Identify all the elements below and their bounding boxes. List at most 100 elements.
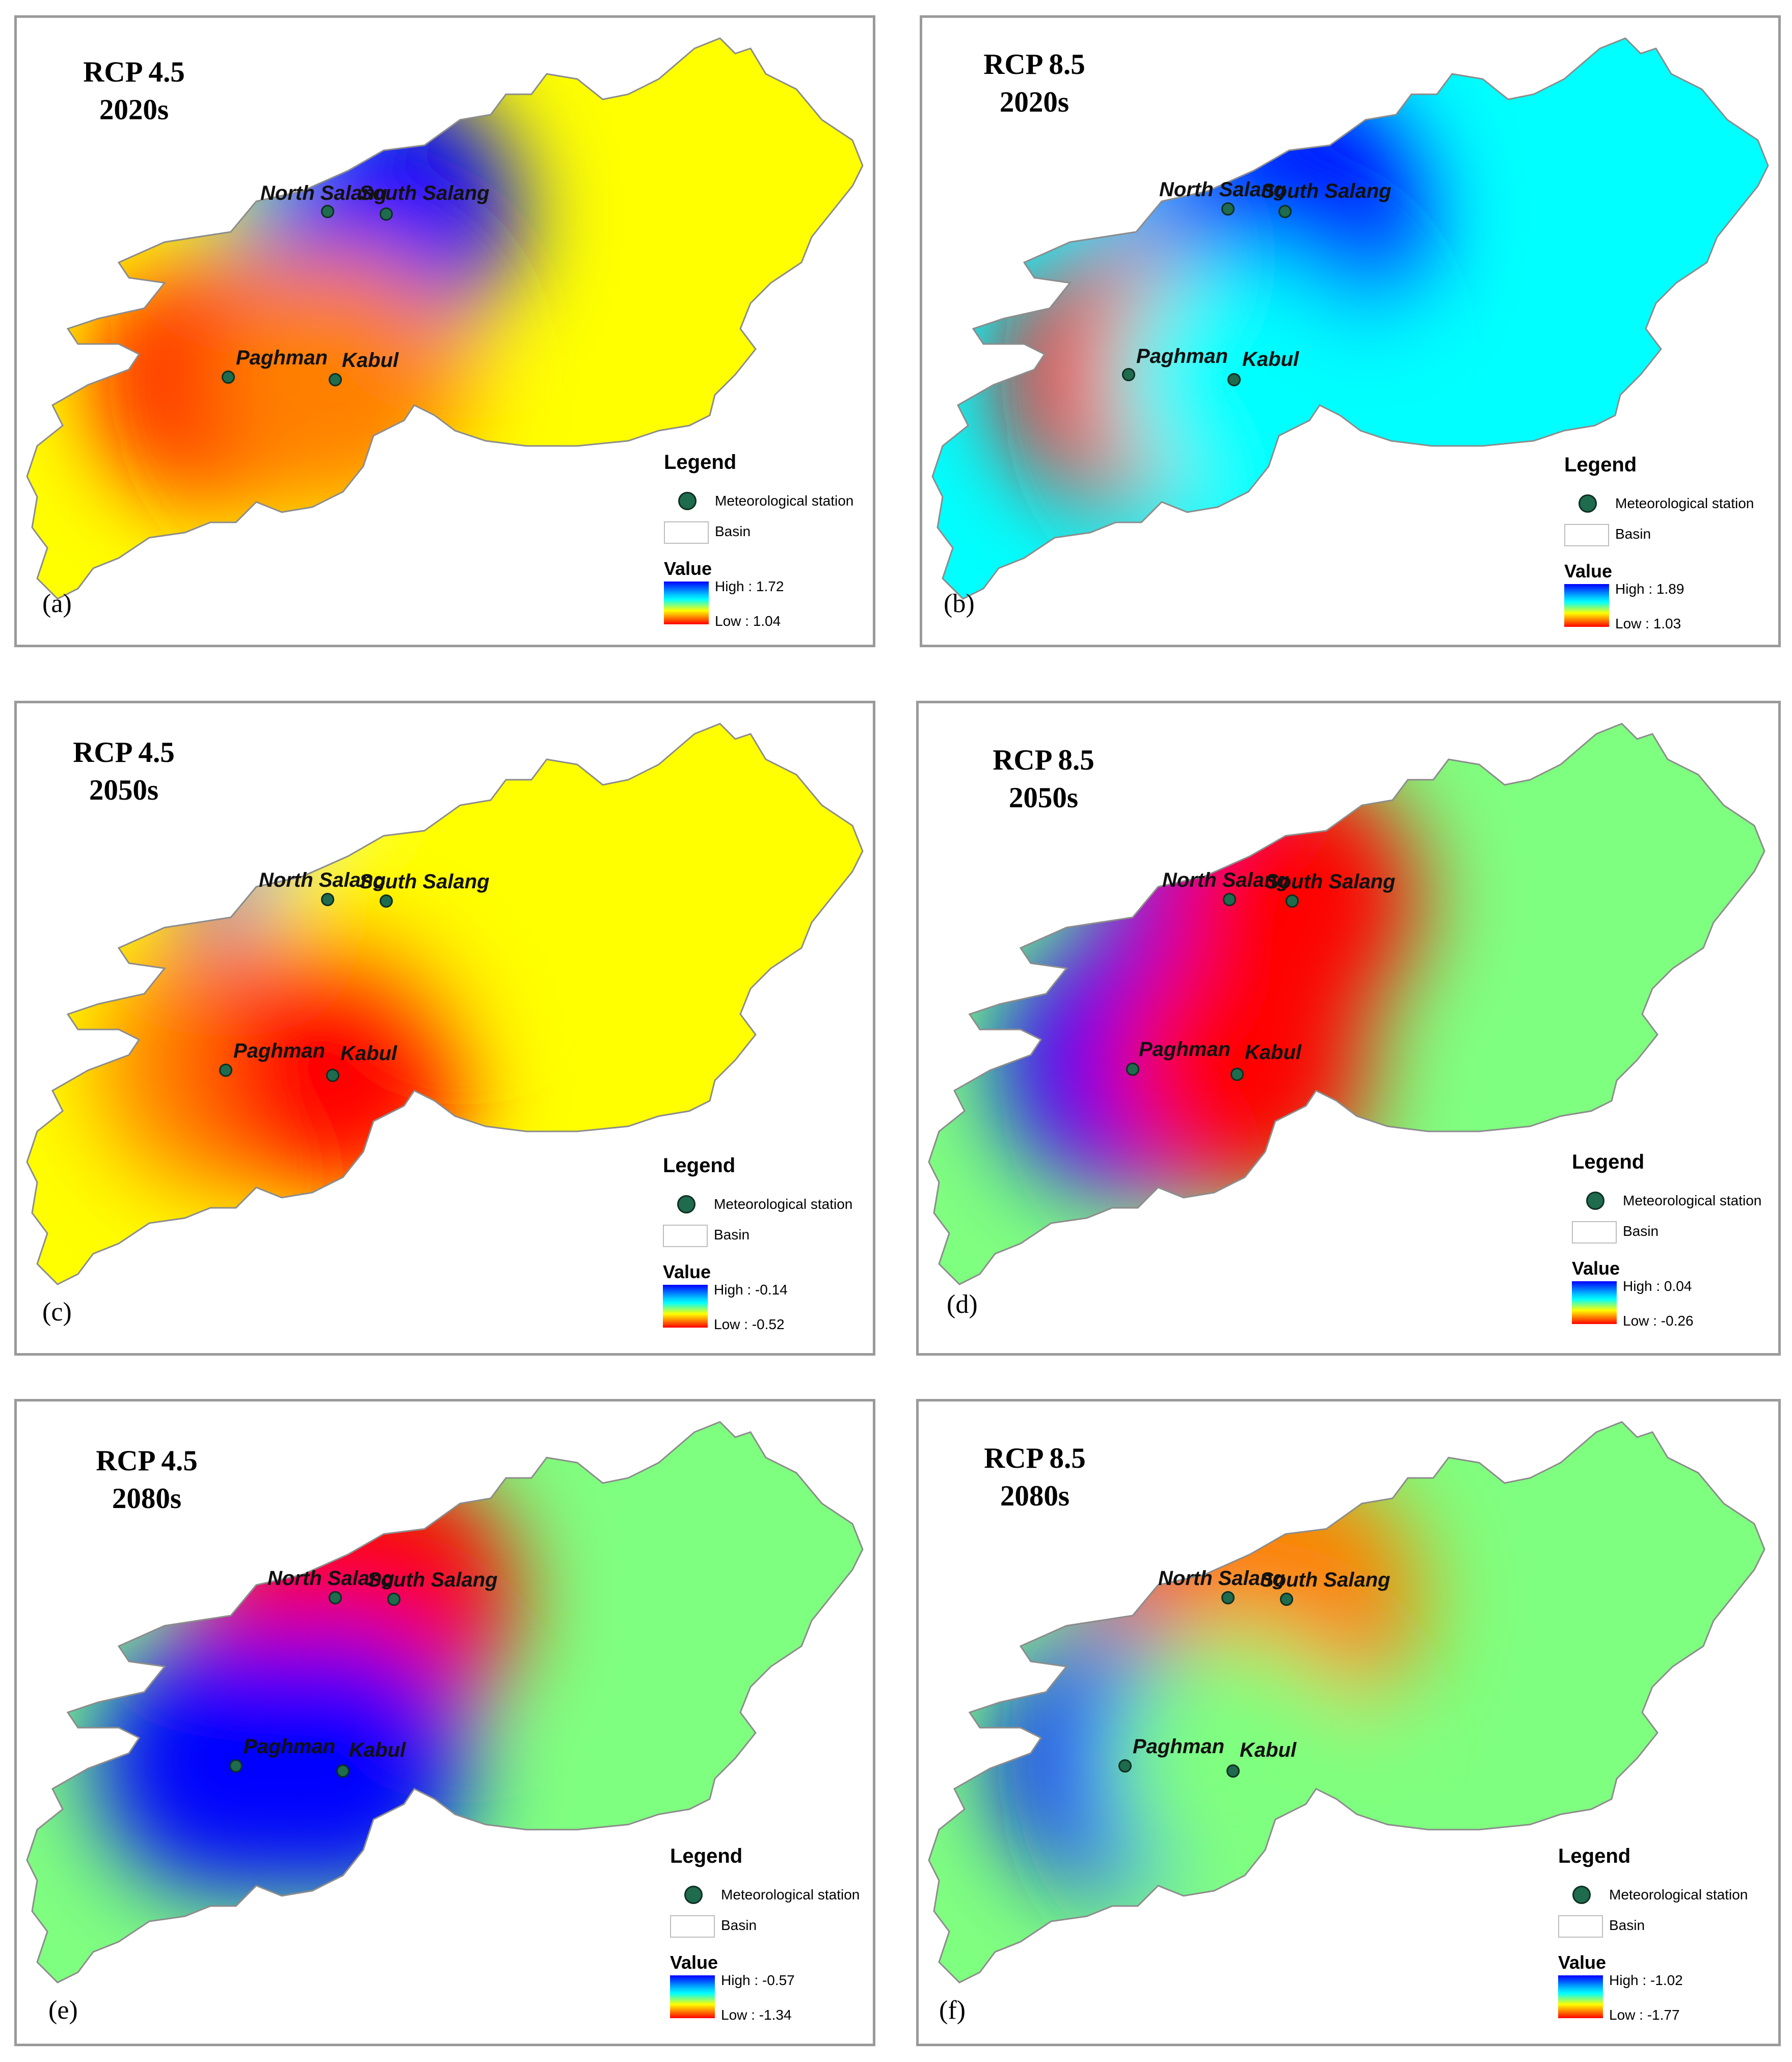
value-low: Low : -1.34 bbox=[721, 2007, 792, 2023]
scenario-title: RCP 4.5 2080s bbox=[75, 1442, 218, 1518]
station-marker-paghman[interactable] bbox=[1126, 1063, 1139, 1076]
station-marker-kabul[interactable] bbox=[329, 373, 342, 386]
station-label-north-salang: North Salang bbox=[1158, 1567, 1285, 1590]
basin-symbol-icon bbox=[664, 521, 709, 544]
period-label: 2020s bbox=[999, 86, 1069, 118]
station-label-south-salang: South Salang bbox=[367, 1569, 498, 1591]
station-label-south-salang: South Salang bbox=[359, 182, 490, 204]
station-label-kabul: Kabul bbox=[1240, 1739, 1297, 1761]
period-label: 2050s bbox=[89, 774, 159, 806]
station-label-north-salang: North Salang bbox=[1162, 869, 1289, 891]
scenario-title: RCP 8.5 2020s bbox=[963, 46, 1106, 121]
map-legend: Legend Meteorological station Basin Valu… bbox=[664, 451, 873, 635]
scenario-title: RCP 8.5 2050s bbox=[972, 742, 1115, 817]
station-label-kabul: Kabul bbox=[349, 1739, 406, 1761]
station-label-north-salang: North Salang bbox=[268, 1567, 394, 1590]
basin-map-svg bbox=[928, 1421, 1766, 1984]
legend-title: Legend bbox=[663, 1154, 736, 1177]
value-high: High : 1.72 bbox=[715, 578, 784, 594]
value-low: Low : -0.52 bbox=[714, 1316, 785, 1332]
period-label: 2080s bbox=[112, 1483, 182, 1515]
station-marker-north-salang[interactable] bbox=[329, 1591, 342, 1604]
map-panel-b: RCP 8.5 2020s North Salang South Salang … bbox=[920, 15, 1781, 647]
station-marker-kabul[interactable] bbox=[336, 1764, 350, 1778]
legend-title: Legend bbox=[1572, 1151, 1645, 1173]
station-marker-south-salang[interactable] bbox=[380, 207, 393, 221]
station-label-kabul: Kabul bbox=[342, 349, 399, 372]
value-low: Low : 1.04 bbox=[715, 613, 781, 629]
station-label-kabul: Kabul bbox=[340, 1042, 397, 1065]
station-label-paghman: Paghman bbox=[1139, 1038, 1231, 1061]
legend-station-entry: Meteorological station bbox=[1623, 1193, 1762, 1208]
basin-symbol-icon bbox=[670, 1915, 715, 1938]
period-label: 2050s bbox=[1008, 782, 1079, 814]
station-marker-south-salang[interactable] bbox=[1280, 1593, 1293, 1606]
station-marker-kabul[interactable] bbox=[1227, 373, 1241, 386]
station-marker-north-salang[interactable] bbox=[1221, 202, 1235, 216]
station-label-south-salang: South Salang bbox=[359, 870, 490, 893]
station-symbol-icon bbox=[684, 1886, 703, 1904]
color-ramp bbox=[1558, 1975, 1603, 2018]
legend-title: Legend bbox=[1564, 454, 1637, 476]
legend-station-entry: Meteorological station bbox=[715, 493, 854, 509]
station-marker-south-salang[interactable] bbox=[380, 894, 393, 908]
legend-title: Legend bbox=[670, 1845, 743, 1867]
value-title: Value bbox=[1564, 561, 1613, 581]
station-label-north-salang: North Salang bbox=[1159, 178, 1286, 201]
surface-blob-kabul bbox=[203, 933, 468, 1198]
station-marker-kabul[interactable] bbox=[1226, 1764, 1240, 1778]
station-marker-kabul[interactable] bbox=[1231, 1068, 1244, 1081]
value-low: Low : 1.03 bbox=[1615, 616, 1681, 631]
map-legend: Legend Meteorological station Basin Valu… bbox=[663, 1154, 873, 1338]
map-legend: Legend Meteorological station Basin Valu… bbox=[1564, 454, 1778, 637]
station-label-south-salang: South Salang bbox=[1265, 870, 1396, 893]
color-ramp bbox=[1572, 1281, 1617, 1324]
station-marker-kabul[interactable] bbox=[326, 1069, 339, 1082]
station-label-kabul: Kabul bbox=[1242, 348, 1299, 371]
station-symbol-icon bbox=[1586, 1192, 1604, 1210]
period-label: 2080s bbox=[1000, 1480, 1070, 1512]
station-marker-north-salang[interactable] bbox=[1223, 893, 1236, 906]
map-legend: Legend Meteorological station Basin Valu… bbox=[670, 1845, 873, 2028]
station-marker-north-salang[interactable] bbox=[1221, 1591, 1235, 1604]
basin-symbol-icon bbox=[663, 1225, 708, 1247]
rcp-label: RCP 4.5 bbox=[83, 56, 185, 88]
legend-station-entry: Meteorological station bbox=[1609, 1887, 1748, 1902]
value-high: High : 1.89 bbox=[1615, 581, 1684, 597]
basin-symbol-icon bbox=[1558, 1915, 1603, 1938]
station-marker-paghman[interactable] bbox=[1118, 1759, 1132, 1773]
panel-label: (c) bbox=[42, 1298, 72, 1327]
station-marker-north-salang[interactable] bbox=[321, 893, 334, 906]
station-symbol-icon bbox=[677, 1195, 696, 1213]
station-marker-south-salang[interactable] bbox=[387, 1593, 400, 1606]
station-marker-paghman[interactable] bbox=[222, 371, 235, 384]
rcp-label: RCP 8.5 bbox=[993, 744, 1094, 776]
station-marker-south-salang[interactable] bbox=[1278, 205, 1292, 218]
legend-title: Legend bbox=[1558, 1845, 1631, 1867]
station-marker-north-salang[interactable] bbox=[321, 205, 334, 218]
basin-map-svg bbox=[931, 37, 1769, 600]
station-label-north-salang: North Salang bbox=[260, 182, 387, 204]
basin-boundary bbox=[26, 1421, 864, 1984]
map-panel-a: RCP 4.5 2020s North Salang South Salang … bbox=[14, 15, 875, 647]
period-label: 2020s bbox=[99, 94, 169, 126]
station-marker-paghman[interactable] bbox=[229, 1759, 243, 1773]
basin-boundary bbox=[26, 723, 864, 1285]
basin-symbol-icon bbox=[1564, 524, 1609, 546]
station-symbol-icon bbox=[678, 492, 697, 510]
station-marker-paghman[interactable] bbox=[219, 1064, 232, 1077]
station-label-kabul: Kabul bbox=[1245, 1041, 1302, 1064]
basin-boundary bbox=[26, 37, 864, 600]
station-label-paghman: Paghman bbox=[236, 347, 328, 369]
legend-basin-entry: Basin bbox=[721, 1917, 757, 1933]
map-panel-c: RCP 4.5 2050s North Salang South Salang … bbox=[14, 701, 875, 1356]
value-title: Value bbox=[664, 558, 712, 579]
map-panel-f: RCP 8.5 2080s North Salang South Salang … bbox=[916, 1399, 1781, 2046]
value-title: Value bbox=[670, 1952, 718, 1973]
rcp-label: RCP 4.5 bbox=[73, 736, 175, 769]
station-marker-south-salang[interactable] bbox=[1286, 894, 1299, 908]
basin-boundary bbox=[928, 1421, 1766, 1984]
station-symbol-icon bbox=[1572, 1886, 1591, 1904]
station-marker-paghman[interactable] bbox=[1122, 368, 1135, 381]
panel-label: (f) bbox=[939, 1996, 966, 2025]
